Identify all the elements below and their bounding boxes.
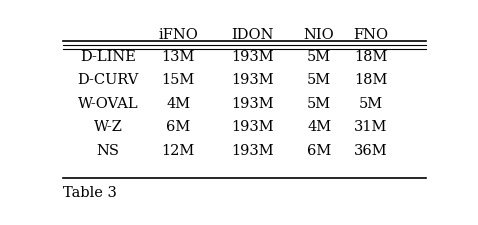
Text: W-OVAL: W-OVAL [77,96,138,110]
Text: 4M: 4M [166,96,190,110]
Text: 193M: 193M [231,120,274,134]
Text: 5M: 5M [307,73,331,87]
Text: 36M: 36M [354,143,388,157]
Text: 15M: 15M [162,73,195,87]
Text: W-Z: W-Z [94,120,122,134]
Text: 193M: 193M [231,143,274,157]
Text: 6M: 6M [307,143,331,157]
Text: IDON: IDON [231,28,273,42]
Text: 31M: 31M [354,120,388,134]
Text: 5M: 5M [307,96,331,110]
Text: FNO: FNO [353,28,389,42]
Text: 193M: 193M [231,50,274,63]
Text: Table 3: Table 3 [64,185,117,199]
Text: NIO: NIO [304,28,335,42]
Text: 193M: 193M [231,96,274,110]
Text: 4M: 4M [307,120,331,134]
Text: D-LINE: D-LINE [80,50,136,63]
Text: iFNO: iFNO [158,28,198,42]
Text: 18M: 18M [354,50,388,63]
Text: 12M: 12M [162,143,195,157]
Text: 18M: 18M [354,73,388,87]
Text: 5M: 5M [359,96,383,110]
Text: D-CURV: D-CURV [77,73,139,87]
Text: 6M: 6M [166,120,190,134]
Text: 193M: 193M [231,73,274,87]
Text: NS: NS [97,143,120,157]
Text: 13M: 13M [162,50,195,63]
Text: 5M: 5M [307,50,331,63]
